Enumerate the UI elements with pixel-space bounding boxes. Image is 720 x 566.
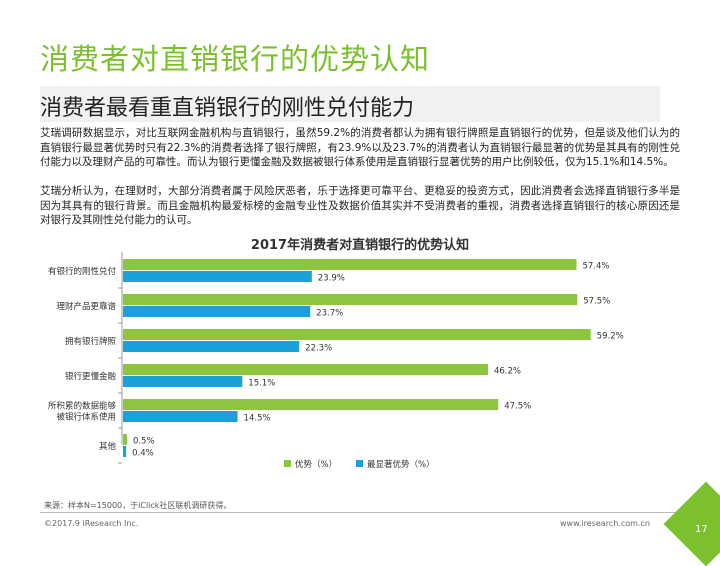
bar-most-significant: [123, 411, 238, 422]
analysis-paragraph-1: 艾瑞调研数据显示，对比互联网金融机构与直销银行，虽然59.2%的消费者都认为拥有…: [40, 127, 680, 168]
category-label: 其他: [99, 441, 117, 452]
bar-advantage: [123, 329, 591, 340]
data-label: 23.9%: [318, 274, 345, 284]
data-label: 0.5%: [133, 437, 155, 447]
bar-advantage: [123, 364, 488, 375]
bar-advantage: [123, 259, 577, 270]
page-title: 消费者对直销银行的优势认知: [40, 42, 431, 76]
subtitle-band: [40, 86, 660, 122]
data-label: 22.3%: [305, 344, 332, 354]
data-label: 46.2%: [494, 367, 521, 377]
page-subtitle: 消费者最看重直销银行的刚性兑付能力: [40, 96, 415, 121]
data-label: 47.5%: [504, 402, 531, 412]
bar-most-significant: [123, 271, 312, 282]
legend-swatch: [284, 460, 291, 467]
legend-label: 最显著优势（%）: [367, 459, 435, 470]
category-label: 所积累的数据能够: [48, 401, 117, 412]
data-label: 59.2%: [597, 332, 624, 342]
data-label: 57.4%: [582, 262, 609, 272]
bar-advantage: [123, 434, 127, 445]
copyright-text: ©2017.9 iResearch Inc.: [44, 519, 139, 528]
legend-swatch: [356, 460, 363, 467]
page-number: 17: [695, 524, 708, 535]
source-note: 来源：样本N=15000，于iClick社区联机调研获得。: [44, 501, 232, 510]
data-label: 14.5%: [244, 414, 271, 424]
data-label: 0.4%: [132, 449, 154, 459]
bar-most-significant: [123, 376, 243, 387]
bar-most-significant: [123, 341, 300, 352]
website-text: www.iresearch.com.cn: [560, 519, 650, 528]
chart-title: 2017年消费者对直销银行的优势认知: [250, 238, 470, 253]
data-label: 57.5%: [583, 297, 610, 307]
category-label: 拥有银行牌照: [65, 336, 117, 347]
legend-label: 优势（%）: [295, 459, 337, 470]
category-label: 银行更懂金融: [65, 371, 117, 382]
bar-advantage: [123, 399, 499, 410]
footer-divider: [40, 512, 680, 513]
analysis-paragraph-2: 艾瑞分析认为，在理财时，大部分消费者属于风险厌恶者，乐于选择更可靠平台、更稳妥的…: [40, 185, 680, 226]
category-label: 有银行的刚性兑付: [48, 266, 117, 277]
category-label: 被银行体系使用: [56, 412, 116, 423]
data-label: 23.7%: [316, 309, 343, 319]
data-label: 15.1%: [248, 379, 275, 389]
category-label: 理财产品更靠谱: [56, 301, 116, 312]
bar-advantage: [123, 294, 578, 305]
bar-chart: 有银行的刚性兑付 57.4% 23.9% 理财产品更靠谱 57.5% 23.7% 拥有银行牌…: [48, 252, 624, 470]
bar-most-significant: [123, 446, 127, 457]
bar-most-significant: [123, 306, 311, 317]
